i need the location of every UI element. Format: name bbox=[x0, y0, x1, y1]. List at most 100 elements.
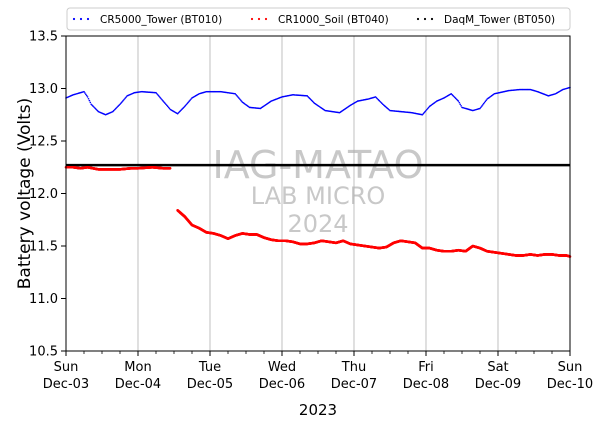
point-0-478 bbox=[485, 99, 488, 101]
legend-entry-1: CR1000_Soil (BT040) bbox=[250, 14, 389, 26]
point-0-135 bbox=[185, 103, 188, 106]
point-0-194 bbox=[237, 96, 239, 98]
point-0-27 bbox=[89, 101, 92, 104]
ytick-label-0: 10.5 bbox=[29, 345, 58, 360]
point-0-106 bbox=[159, 97, 162, 99]
legend: CR5000_Tower (BT010) CR1000_Soil (BT040) D… bbox=[66, 7, 571, 31]
point-0-139 bbox=[189, 99, 191, 101]
point-0-140 bbox=[190, 98, 192, 100]
ytick-label-1: 11.0 bbox=[29, 292, 58, 307]
point-0-109 bbox=[162, 100, 164, 102]
point-0-133 bbox=[184, 105, 186, 108]
legend-label-1: CR1000_Soil (BT040) bbox=[278, 14, 389, 26]
point-0-67 bbox=[125, 96, 128, 98]
legend-marker-1-1 bbox=[257, 17, 261, 21]
point-0-20 bbox=[83, 90, 85, 93]
point-0-63 bbox=[121, 100, 124, 102]
legend-entry-2: DaqM_Tower (BT050) bbox=[416, 14, 555, 26]
point-0-138 bbox=[188, 100, 191, 102]
y-axis-label: Battery voltage (Volts) bbox=[15, 98, 35, 289]
point-0-192 bbox=[235, 94, 237, 96]
legend-marker-0-0 bbox=[72, 17, 76, 21]
y-axis-ticks: 10.5 11.0 11.5 12.0 12.5 13.0 13.5 bbox=[29, 30, 66, 360]
ytick-label-2: 11.5 bbox=[29, 240, 58, 255]
point-1-363 bbox=[168, 167, 172, 170]
legend-marker-1-2 bbox=[264, 17, 268, 21]
point-0-111 bbox=[164, 102, 166, 104]
point-0-198 bbox=[240, 100, 243, 102]
point-0-473 bbox=[481, 105, 483, 107]
point-0-409 bbox=[424, 110, 426, 113]
point-0-26 bbox=[88, 99, 91, 102]
x-axis-label: 2023 bbox=[299, 401, 337, 419]
legend-label-0: CR5000_Tower (BT010) bbox=[100, 14, 222, 26]
xtick-day-5: Fri bbox=[418, 360, 434, 375]
series-1 bbox=[64, 165, 572, 258]
xtick-day-7: Sun bbox=[558, 360, 583, 375]
xtick-day-3: Wed bbox=[268, 360, 296, 375]
point-0-112 bbox=[165, 103, 167, 106]
legend-marker-0-1 bbox=[79, 17, 83, 21]
point-0-64 bbox=[122, 99, 125, 101]
point-0-103 bbox=[157, 94, 159, 96]
point-0-110 bbox=[163, 101, 165, 103]
xtick-date-1: Dec-04 bbox=[115, 377, 161, 392]
point-0-101 bbox=[155, 91, 157, 94]
point-0-472 bbox=[480, 106, 482, 109]
xtick-date-4: Dec-07 bbox=[331, 377, 377, 392]
point-0-66 bbox=[124, 97, 127, 99]
xtick-date-6: Dec-09 bbox=[475, 377, 521, 392]
legend-box bbox=[66, 7, 571, 31]
point-0-407 bbox=[422, 112, 425, 115]
xtick-day-0: Sun bbox=[54, 360, 79, 375]
point-0-113 bbox=[166, 104, 168, 107]
point-0-449 bbox=[460, 105, 462, 107]
point-0-107 bbox=[160, 98, 163, 100]
xtick-date-7: Dec-10 bbox=[547, 377, 593, 392]
point-0-413 bbox=[427, 106, 430, 109]
point-0-23 bbox=[85, 94, 88, 97]
legend-marker-2-0 bbox=[416, 17, 420, 21]
point-0-114 bbox=[166, 105, 169, 108]
ytick-label-3: 12.0 bbox=[29, 187, 58, 202]
point-0-447 bbox=[458, 101, 461, 104]
point-0-197 bbox=[239, 99, 242, 101]
point-0-196 bbox=[238, 98, 241, 100]
point-0-60 bbox=[119, 103, 121, 106]
point-0-105 bbox=[158, 96, 161, 98]
legend-entry-0: CR5000_Tower (BT010) bbox=[72, 14, 222, 26]
xtick-date-2: Dec-05 bbox=[187, 377, 233, 392]
point-0-22 bbox=[85, 93, 87, 96]
point-0-61 bbox=[120, 102, 122, 104]
point-0-115 bbox=[167, 106, 170, 109]
point-0-448 bbox=[459, 103, 462, 106]
gridlines bbox=[137, 36, 499, 351]
point-0-195 bbox=[238, 97, 240, 99]
point-0-406 bbox=[421, 113, 424, 116]
point-0-411 bbox=[426, 108, 428, 111]
point-0-408 bbox=[423, 111, 426, 114]
legend-marker-2-2 bbox=[430, 17, 434, 21]
point-0-477 bbox=[484, 100, 487, 103]
legend-label-2: DaqM_Tower (BT050) bbox=[444, 14, 555, 26]
point-0-412 bbox=[427, 107, 429, 110]
point-0-25 bbox=[87, 97, 90, 100]
xtick-day-1: Mon bbox=[124, 360, 151, 375]
ytick-label-5: 13.0 bbox=[29, 82, 58, 97]
data-series bbox=[64, 86, 572, 258]
point-0-116 bbox=[168, 107, 171, 110]
watermark-line3: 2024 bbox=[287, 210, 348, 238]
xtick-date-0: Dec-03 bbox=[43, 377, 89, 392]
x-axis-ticks: Sun Dec-03 Mon Dec-04 Tue Dec-05 Wed Dec-06 Thu D… bbox=[43, 351, 593, 392]
point-0-65 bbox=[123, 98, 126, 100]
point-0-62 bbox=[121, 101, 123, 103]
legend-marker-0-2 bbox=[86, 17, 90, 21]
point-0-136 bbox=[186, 102, 189, 104]
xtick-date-3: Dec-06 bbox=[259, 377, 305, 392]
point-0-474 bbox=[481, 104, 484, 106]
point-0-134 bbox=[184, 104, 187, 107]
xtick-day-6: Sat bbox=[487, 360, 508, 375]
xtick-day-4: Thu bbox=[341, 360, 366, 375]
